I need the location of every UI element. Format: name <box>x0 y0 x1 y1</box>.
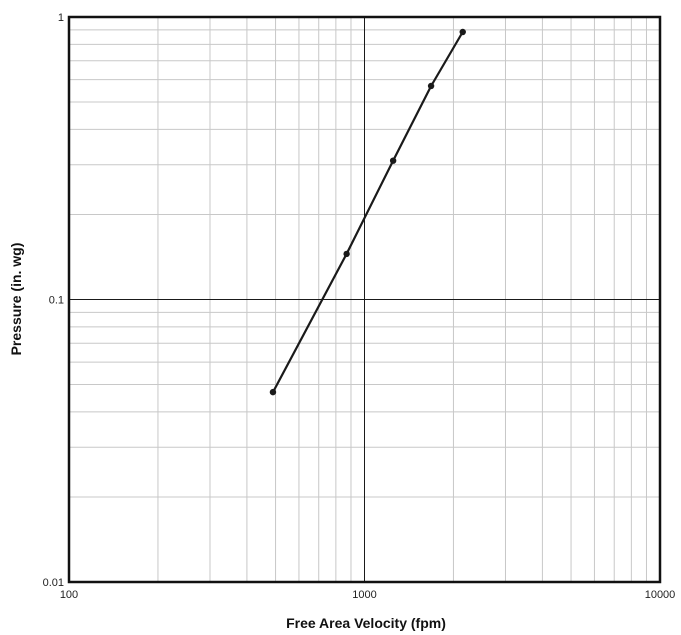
series-layer <box>269 28 466 396</box>
y-axis-label: Pressure (in. wg) <box>8 243 24 356</box>
data-point <box>269 388 277 396</box>
x-axis-label: Free Area Velocity (fpm) <box>286 615 446 631</box>
plot-frame <box>67 15 662 584</box>
data-point <box>427 82 435 90</box>
y-tick-label: 0.1 <box>49 295 64 307</box>
data-point <box>459 28 466 36</box>
x-tick-label: 100 <box>60 589 78 601</box>
y-tick-labels: 1 0.1 0.01 <box>43 12 64 589</box>
y-tick-label: 0.01 <box>43 577 64 589</box>
major-gridlines <box>69 17 660 582</box>
x-tick-label: 1000 <box>352 589 376 601</box>
y-tick-label: 1 <box>58 12 64 24</box>
data-point <box>389 157 397 164</box>
x-tick-label: 10000 <box>645 589 676 601</box>
x-tick-labels: 100 1000 10000 <box>60 589 675 601</box>
data-point <box>343 250 350 258</box>
